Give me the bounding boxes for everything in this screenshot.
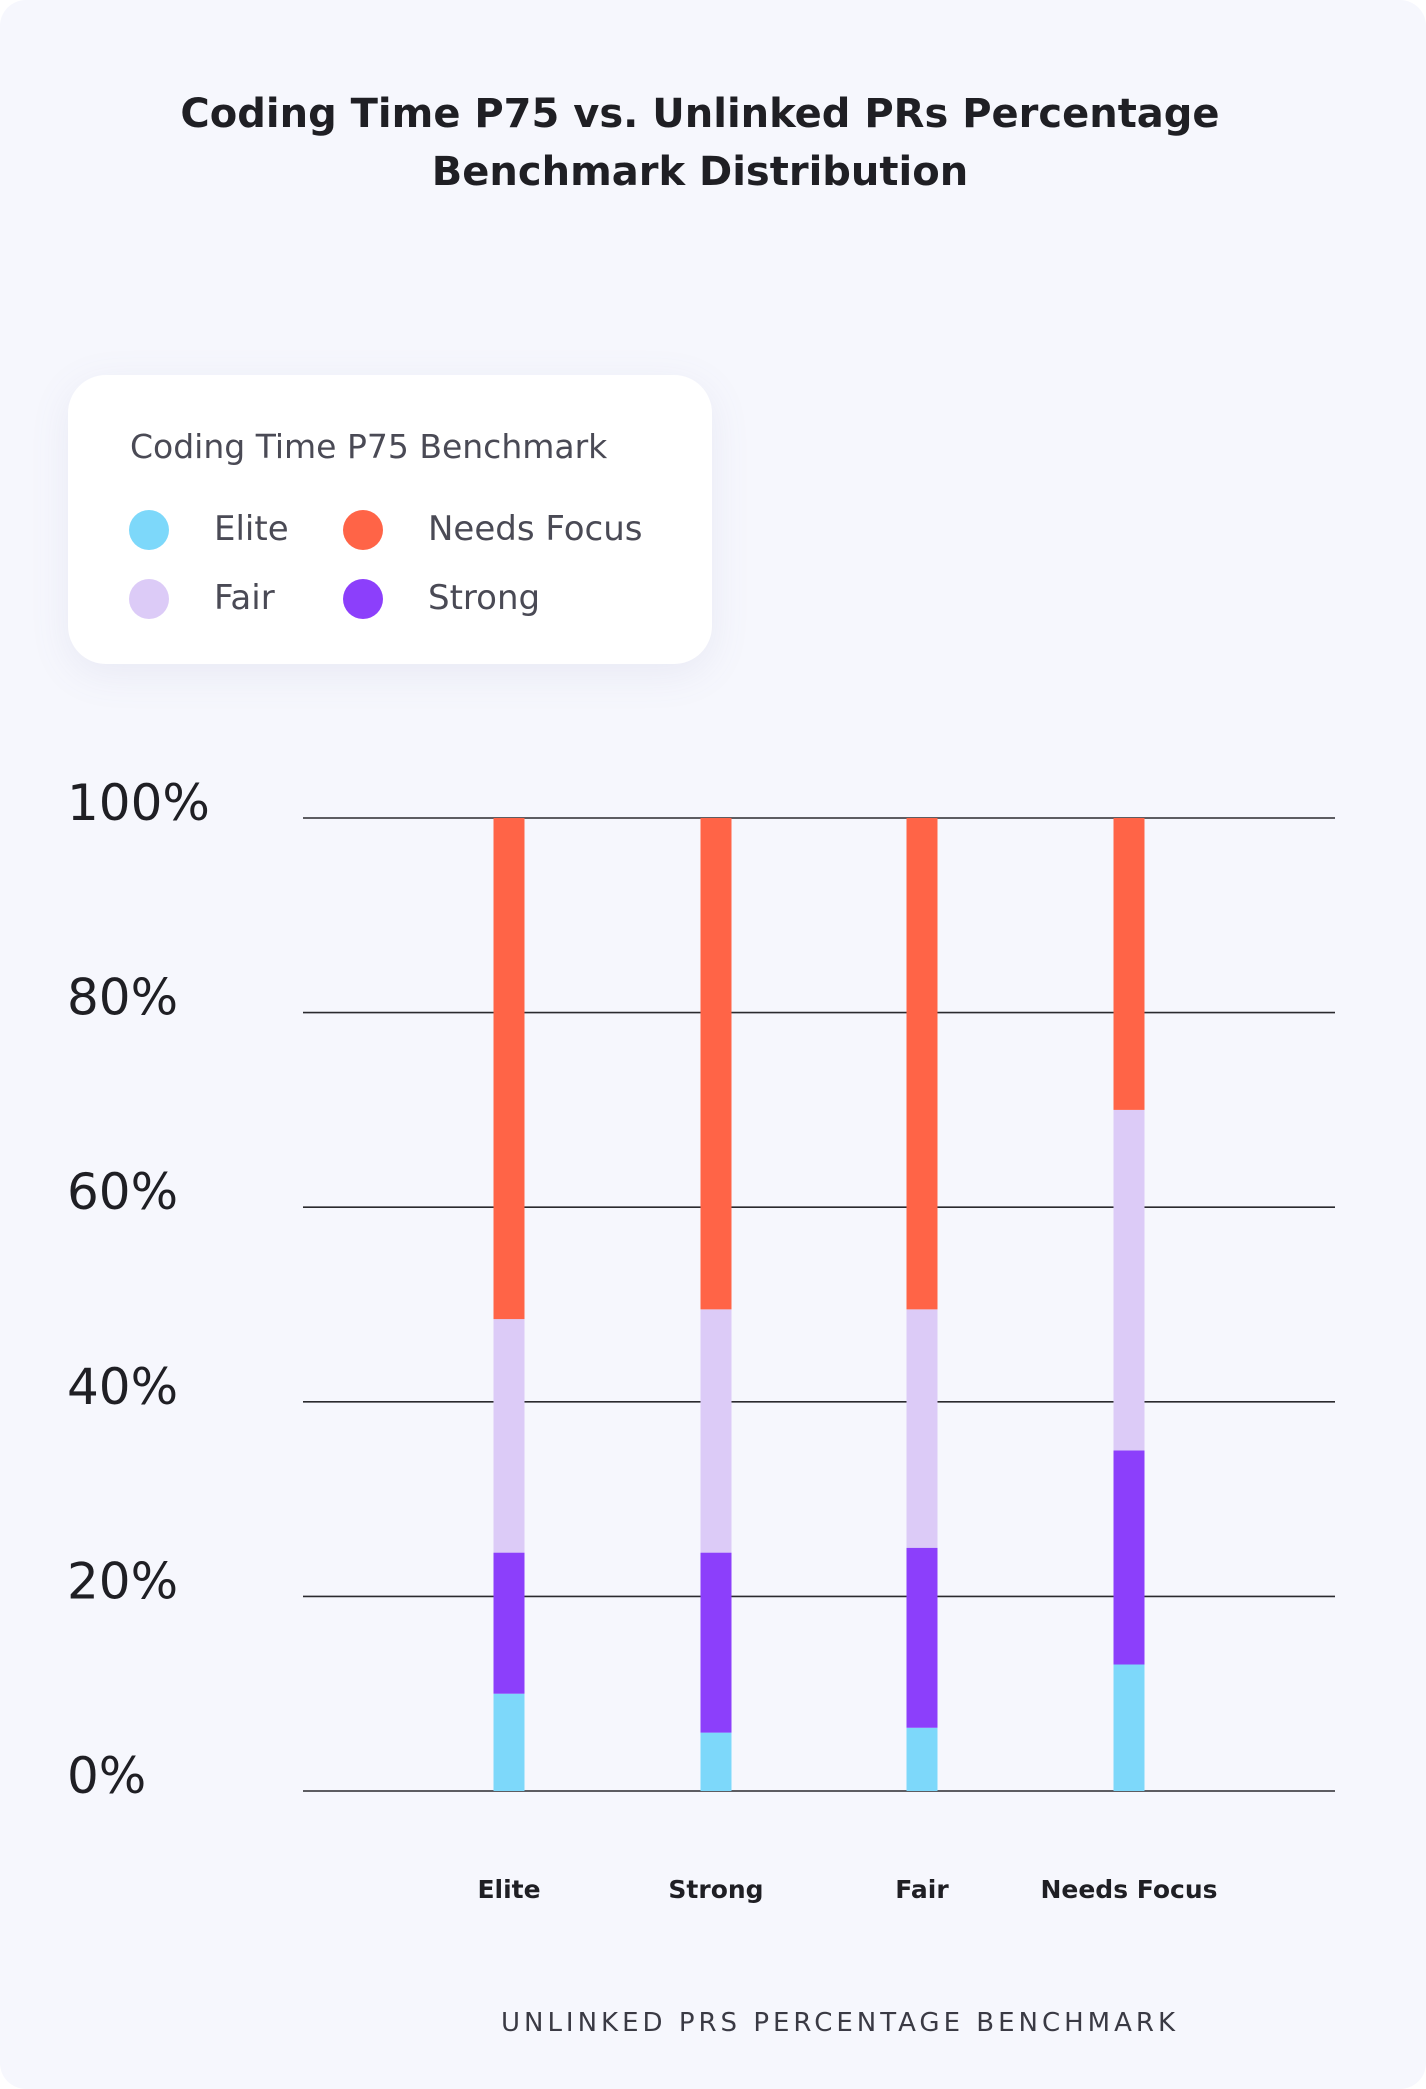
x-axis-tick-labels: Elite Strong Fair Needs Focus [477, 1875, 1217, 1904]
bar-segment-needs-focus-strong [1113, 1450, 1145, 1665]
y-tick-label: 100% [67, 774, 210, 832]
bar-segment-fair-fair [906, 1309, 938, 1548]
y-tick-label: 20% [67, 1552, 178, 1610]
bar-segment-fair-elite [906, 1727, 938, 1791]
y-tick-label: 60% [67, 1163, 178, 1221]
legend: Coding Time P75 Benchmark Elite Needs Fo… [68, 375, 712, 664]
bars [493, 818, 1145, 1791]
x-tick-label: Strong [668, 1875, 763, 1904]
chart-title-line-1: Coding Time P75 vs. Unlinked PRs Percent… [180, 91, 1220, 137]
bar-segment-strong-fair [700, 1309, 732, 1553]
bar-segment-elite-needs-focus [493, 818, 525, 1320]
x-tick-label: Elite [477, 1875, 540, 1904]
y-tick-label: 80% [67, 969, 178, 1027]
chart-title-line-2: Benchmark Distribution [431, 149, 969, 195]
legend-label-needs-focus: Needs Focus [428, 509, 643, 549]
bar-segment-strong-needs-focus [700, 818, 732, 1310]
bar-segment-strong-elite [700, 1732, 732, 1791]
bar-segment-strong-strong [700, 1552, 732, 1733]
legend-swatch-elite [129, 510, 169, 550]
legend-swatch-needs-focus [343, 510, 383, 550]
legend-swatch-fair [129, 579, 169, 619]
legend-title: Coding Time P75 Benchmark [130, 427, 608, 466]
x-axis-title: UNLINKED PRS PERCENTAGE BENCHMARK [500, 2008, 1180, 2038]
bar-segment-fair-needs-focus [906, 818, 938, 1310]
x-tick-label: Fair [895, 1875, 949, 1904]
grid-lines [303, 817, 1335, 1792]
bar-segment-elite-elite [493, 1693, 525, 1791]
y-tick-label: 40% [67, 1358, 178, 1416]
bar-segment-fair-strong [906, 1547, 938, 1728]
y-tick-label: 0% [67, 1747, 146, 1805]
bar-segment-elite-strong [493, 1552, 525, 1694]
x-tick-label: Needs Focus [1040, 1875, 1217, 1904]
legend-label-strong: Strong [428, 578, 541, 618]
bar-segment-needs-focus-needs-focus [1113, 818, 1145, 1110]
legend-swatch-strong [343, 579, 383, 619]
bar-segment-needs-focus-elite [1113, 1664, 1145, 1791]
bar-segment-needs-focus-fair [1113, 1109, 1145, 1451]
bar-segment-elite-fair [493, 1319, 525, 1553]
y-axis-tick-labels: 0% 20% 40% 60% 80% 100% [67, 774, 210, 1805]
legend-label-elite: Elite [214, 509, 289, 549]
legend-label-fair: Fair [214, 578, 275, 618]
